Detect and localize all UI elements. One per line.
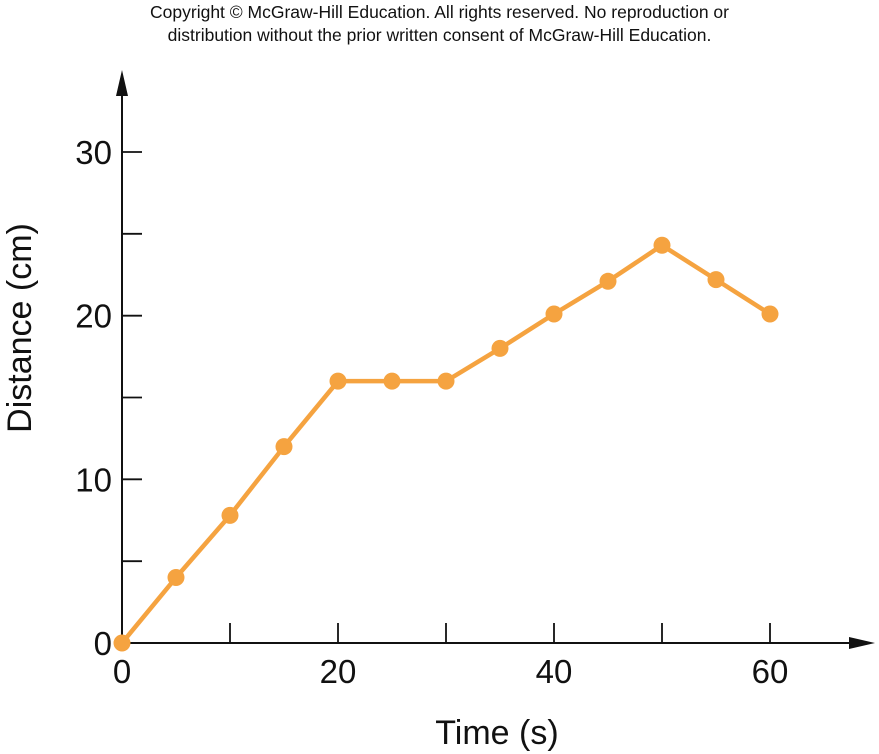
data-point xyxy=(599,272,617,290)
ticks: 0 20 40 60 0 10 20 30 xyxy=(75,134,788,690)
x-tick-label: 40 xyxy=(536,653,573,690)
data-point xyxy=(167,569,185,587)
y-axis-title: Distance (cm) xyxy=(1,223,39,433)
data-point xyxy=(113,634,131,652)
data-point xyxy=(491,339,509,357)
y-tick-label: 30 xyxy=(75,134,112,171)
data-point xyxy=(221,506,239,524)
data-point xyxy=(653,236,671,254)
copyright-line-2: distribution without the prior written c… xyxy=(167,25,712,45)
series-line xyxy=(120,243,772,645)
data-point xyxy=(329,372,347,390)
x-tick-label: 0 xyxy=(113,653,131,690)
data-point xyxy=(383,372,401,390)
x-axis-arrowhead xyxy=(849,637,875,649)
data-point xyxy=(545,305,563,323)
x-tick-label: 60 xyxy=(752,653,789,690)
y-axis-arrowhead xyxy=(116,70,128,96)
y-tick-label: 10 xyxy=(75,461,112,498)
data-point xyxy=(761,305,779,323)
series xyxy=(113,236,779,652)
y-tick-label: 20 xyxy=(75,298,112,335)
x-axis-title: Time (s) xyxy=(435,714,558,752)
data-point xyxy=(707,271,725,289)
data-point xyxy=(437,372,455,390)
data-point xyxy=(275,438,293,456)
axes xyxy=(116,70,875,649)
x-tick-label: 20 xyxy=(320,653,357,690)
y-tick-label: 0 xyxy=(94,625,112,662)
copyright-line-1: Copyright © McGraw-Hill Education. All r… xyxy=(150,2,729,22)
